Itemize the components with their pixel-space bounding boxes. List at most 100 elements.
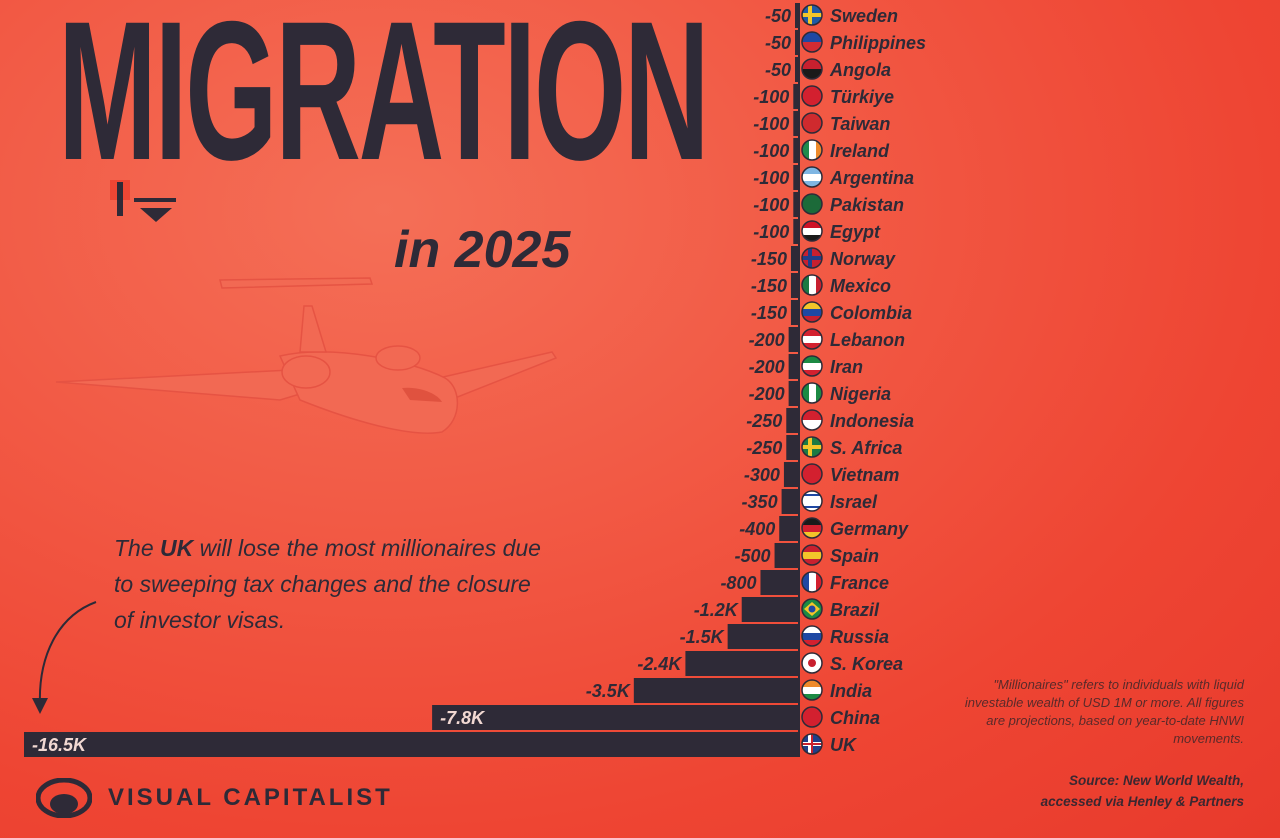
bar-mexico <box>790 273 798 298</box>
bar-row-colombia: -150 Colombia <box>751 300 912 325</box>
bar-ireland <box>793 138 798 163</box>
country-label-ireland: Ireland <box>830 141 890 161</box>
indonesia-flag-icon <box>801 409 823 431</box>
chart-subtitle: in 2025 <box>394 221 571 279</box>
bar-row-germany: -400 Germany <box>739 516 909 541</box>
value-label-uk: -16.5K <box>32 735 88 755</box>
bar-indonesia <box>786 408 798 433</box>
bar-row-t-rkiye: -100 Türkiye <box>753 84 894 109</box>
value-label-t-rkiye: -100 <box>753 87 789 107</box>
bar-row-s-africa: -250 S. Africa <box>746 435 902 460</box>
country-label-uk: UK <box>830 735 858 755</box>
value-label-sweden: -50 <box>765 6 791 26</box>
mexico-flag-icon <box>801 274 823 296</box>
bar-row-pakistan: -100 Pakistan <box>753 192 904 217</box>
value-label-angola: -50 <box>765 60 791 80</box>
philippines-flag-icon <box>801 31 823 53</box>
value-label-norway: -150 <box>751 249 787 269</box>
value-label-india: -3.5K <box>586 681 632 701</box>
country-label-france: France <box>830 573 889 593</box>
bar-brazil <box>741 597 798 622</box>
value-label-s-africa: -250 <box>746 438 782 458</box>
brand-name: VISUAL CAPITALIST <box>108 784 393 811</box>
bar-uk <box>24 732 798 757</box>
value-label-russia: -1.5K <box>680 627 726 647</box>
value-label-colombia: -150 <box>751 303 787 323</box>
bar-lebanon <box>788 327 798 352</box>
visual-capitalist-logo-icon <box>36 778 92 818</box>
china-flag-icon <box>801 706 823 728</box>
source-line-1: Source: New World Wealth, <box>1068 773 1244 788</box>
norway-flag-icon <box>801 247 823 269</box>
country-label-norway: Norway <box>830 249 896 269</box>
bar-row-france: -800 France <box>720 570 889 595</box>
bar-taiwan <box>793 111 798 136</box>
country-label-russia: Russia <box>830 627 889 647</box>
value-label-brazil: -1.2K <box>694 600 740 620</box>
chart-title: MIGRATION <box>58 0 710 201</box>
bar-russia <box>727 624 798 649</box>
bar-pakistan <box>793 192 798 217</box>
country-label-brazil: Brazil <box>830 600 880 620</box>
bar-row-philippines: -50 Philippines <box>765 30 926 55</box>
bar-row-s-korea: -2.4K S. Korea <box>637 651 903 676</box>
country-label-egypt: Egypt <box>830 222 881 242</box>
ireland-flag-icon <box>801 139 823 161</box>
country-label-pakistan: Pakistan <box>830 195 904 215</box>
value-label-mexico: -150 <box>751 276 787 296</box>
egypt-flag-icon <box>801 220 823 242</box>
value-label-s-korea: -2.4K <box>637 654 683 674</box>
bar-row-brazil: -1.2K Brazil <box>694 597 880 622</box>
bar-row-mexico: -150 Mexico <box>751 273 891 298</box>
bar-row-angola: -50 Angola <box>765 57 891 82</box>
bar-row-norway: -150 Norway <box>751 246 896 271</box>
country-label-mexico: Mexico <box>830 276 891 296</box>
country-label-spain: Spain <box>830 546 879 566</box>
bar-spain <box>774 543 798 568</box>
country-label-sweden: Sweden <box>830 6 898 26</box>
nigeria-flag-icon <box>801 382 823 404</box>
value-label-ireland: -100 <box>753 141 789 161</box>
uk-flag-icon <box>801 733 823 755</box>
value-label-indonesia: -250 <box>746 411 782 431</box>
annotation-text: The UK will lose the most millionaires d… <box>114 535 541 633</box>
angola-flag-icon <box>801 58 823 80</box>
value-label-iran: -200 <box>749 357 785 377</box>
bar-nigeria <box>788 381 798 406</box>
bar-france <box>760 570 798 595</box>
bar-india <box>633 678 798 703</box>
country-label-taiwan: Taiwan <box>830 114 890 134</box>
germany-flag-icon <box>801 517 823 539</box>
curved-arrow-icon <box>32 601 97 714</box>
value-label-vietnam: -300 <box>744 465 780 485</box>
country-label-nigeria: Nigeria <box>830 384 891 404</box>
colombia-flag-icon <box>801 301 823 323</box>
source-line-2: accessed via Henley & Partners <box>1040 794 1244 809</box>
country-label-s-africa: S. Africa <box>830 438 902 458</box>
bar-israel <box>781 489 798 514</box>
israel-flag-icon <box>801 490 823 512</box>
bar-row-argentina: -100 Argentina <box>753 165 914 190</box>
russia-flag-icon <box>801 625 823 647</box>
country-label-china: China <box>830 708 880 728</box>
bar-row-iran: -200 Iran <box>749 354 863 379</box>
south-africa-flag-icon <box>801 436 823 458</box>
bar-angola <box>795 57 798 82</box>
argentina-flag-icon <box>801 166 823 188</box>
bar-row-sweden: -50 Sweden <box>765 3 898 28</box>
country-label-t-rkiye: Türkiye <box>830 87 894 107</box>
country-label-colombia: Colombia <box>830 303 912 323</box>
bar-row-ireland: -100 Ireland <box>753 138 890 163</box>
bar-philippines <box>795 30 798 55</box>
country-label-india: India <box>830 681 872 701</box>
jet-plane-image <box>55 277 558 434</box>
footnote: "Millionaires" refers to individuals wit… <box>964 677 1244 746</box>
bar-iran <box>788 354 798 379</box>
india-flag-icon <box>801 679 823 701</box>
bar-colombia <box>790 300 798 325</box>
brand-logo[interactable]: VISUAL CAPITALIST <box>36 778 393 818</box>
value-label-taiwan: -100 <box>753 114 789 134</box>
bar-row-indonesia: -250 Indonesia <box>746 408 914 433</box>
country-label-argentina: Argentina <box>829 168 914 188</box>
